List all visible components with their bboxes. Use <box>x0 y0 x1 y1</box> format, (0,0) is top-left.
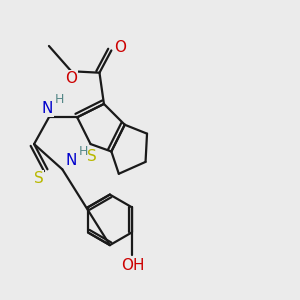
Text: O: O <box>114 40 126 55</box>
Text: H: H <box>55 93 64 106</box>
Text: OH: OH <box>122 258 145 273</box>
Text: S: S <box>87 149 97 164</box>
Text: H: H <box>78 145 88 158</box>
Text: S: S <box>34 171 44 186</box>
Text: N: N <box>42 101 53 116</box>
Text: O: O <box>65 71 77 86</box>
Text: N: N <box>65 154 77 169</box>
